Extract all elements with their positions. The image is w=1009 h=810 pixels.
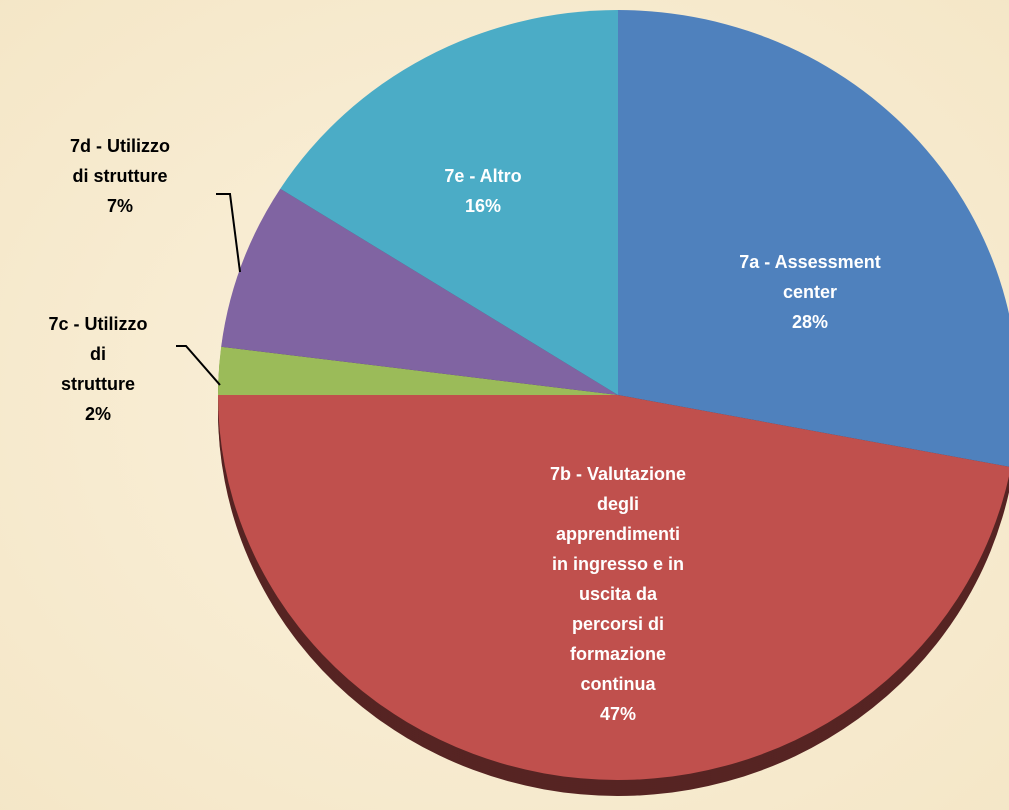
slice — [618, 10, 1009, 467]
leader-line — [176, 345, 221, 386]
slice — [221, 188, 618, 395]
slice-value-label: 16% — [465, 196, 501, 216]
slice-label: 7b - Valutazione degli apprendimenti in ing… — [550, 464, 686, 694]
slice-value-label: 47% — [600, 704, 636, 724]
slice — [218, 346, 618, 395]
slice — [280, 10, 618, 395]
slice-label: 7d - Utilizzo di strutture — [70, 136, 170, 186]
leader-line — [216, 193, 241, 273]
slice-value-label: 7% — [107, 196, 133, 216]
slice — [218, 395, 1009, 780]
slice-label: 7e - Altro — [444, 166, 521, 186]
slice-label: 7c - Utilizzo di strutture — [48, 314, 147, 394]
slice-value-label: 28% — [792, 312, 828, 332]
slice-value-label: 2% — [85, 404, 111, 424]
slice-label: 7a - Assessment center — [739, 252, 880, 302]
